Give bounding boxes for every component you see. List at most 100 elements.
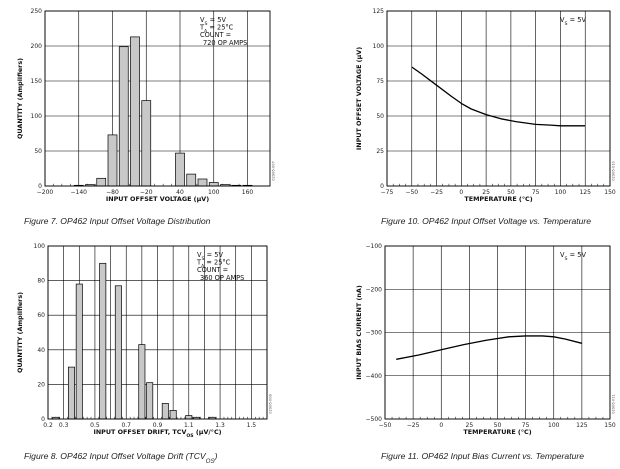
histogram-bar <box>208 182 219 187</box>
y-tick-label: 75 <box>376 78 384 85</box>
figure-caption: Figure 8. OP462 Input Offset Voltage Dri… <box>24 451 218 465</box>
x-tick-label: −200 <box>37 189 54 196</box>
y-tick-label: 250 <box>31 8 43 15</box>
x-tick-label: 40 <box>176 189 184 196</box>
histogram-bar <box>130 36 140 187</box>
x-tick-label: 0 <box>439 422 443 429</box>
x-tick-label: 150 <box>604 422 616 429</box>
plot-frame <box>44 10 271 187</box>
gridlines <box>384 245 611 420</box>
y-tick-labels: 0 50 100 150 200 250 <box>31 8 43 190</box>
annotation-line: 360 OP AMPS <box>200 274 244 282</box>
x-tick-label: 50 <box>507 189 515 196</box>
chart-1: −200 −140 −80 −20 40 100 160 0 50 100 150 200 250 INP… <box>16 8 276 226</box>
histogram-bar <box>75 283 83 420</box>
histogram-bar <box>67 366 75 420</box>
x-tick-label: 100 <box>548 422 560 429</box>
x-tick-label: 125 <box>576 422 588 429</box>
histogram-bar <box>161 403 169 420</box>
histogram-bar <box>186 173 197 187</box>
x-tick-label: 1.1 <box>184 422 194 429</box>
histogram-bar <box>138 344 146 420</box>
y-tick-label: 20 <box>37 381 45 388</box>
figure-caption: Figure 11. OP462 Input Bias Current vs. … <box>381 451 584 461</box>
annotation-line: VS = 5V <box>197 251 223 262</box>
y-axis-label: QUANTITY (Amplifiers) <box>16 292 24 373</box>
x-tick-label: 0.2 <box>43 422 53 429</box>
annotation-line: VS = 5V <box>560 16 586 27</box>
y-tick-label: 60 <box>37 312 45 319</box>
annotation-line: COUNT = <box>197 266 228 274</box>
x-tick-label: 1.3 <box>215 422 225 429</box>
x-tick-label: −25 <box>430 189 443 196</box>
x-tick-label: 1.5 <box>247 422 257 429</box>
x-tick-label: 50 <box>494 422 502 429</box>
figure-caption: Figure 10. OP462 Input Offset Voltage vs… <box>381 216 591 226</box>
x-tick-label: −140 <box>71 189 88 196</box>
annotation-line: 720 OP AMPS <box>203 39 247 47</box>
y-tick-label: −100 <box>366 243 383 250</box>
figure-id: 02906-010 <box>612 160 616 180</box>
x-tick-label: 75 <box>522 422 530 429</box>
figure-id: 02906-011 <box>612 394 616 414</box>
x-tick-label: 0.9 <box>153 422 163 429</box>
x-tick-label: 25 <box>482 189 490 196</box>
y-tick-label: 200 <box>31 43 43 50</box>
y-tick-label: 100 <box>373 43 385 50</box>
annotation-line: TA = 25°C <box>196 259 231 270</box>
x-tick-labels: −50 −25 0 25 50 75 100 125 150 <box>379 422 616 429</box>
series-line <box>411 66 586 127</box>
y-axis-label: INPUT BIAS CURRENT (nA) <box>355 285 363 380</box>
plot-frame <box>386 10 611 187</box>
x-axis-label: TEMPERATURE (°C) <box>463 428 531 436</box>
chart-3: 0.2 0.3 0.5 0.7 0.9 1.1 1.3 1.5 0 20 40 60 80 100 INPU… <box>16 243 273 465</box>
x-tick-label: 0.5 <box>90 422 100 429</box>
series-marks <box>73 36 253 187</box>
y-tick-label: −200 <box>366 286 383 293</box>
y-tick-label: 50 <box>34 148 42 155</box>
plot-frame <box>47 245 268 420</box>
y-axis-label: INPUT OFFSET VOLTAGE (µV) <box>355 47 363 150</box>
y-tick-label: 25 <box>376 148 384 155</box>
conditions-annotation: VS = 5V <box>560 251 586 262</box>
gridlines <box>386 10 611 187</box>
histogram-bar <box>141 100 152 187</box>
chart-4: −50 −25 0 25 50 75 100 125 150 −500 −400 −300 −200 −1… <box>355 243 616 461</box>
y-tick-label: −400 <box>366 373 383 380</box>
histogram-bar <box>197 178 208 187</box>
y-axis-label: QUANTITY (Amplifiers) <box>16 58 24 139</box>
chart-2: −75 −50 −25 0 25 50 75 100 125 150 0 25 50 75 100 125 TE… <box>355 8 616 226</box>
annotation-line: VS = 5V <box>200 16 226 27</box>
x-tick-label: 25 <box>466 422 474 429</box>
x-tick-labels: 0.2 0.3 0.5 0.7 0.9 1.1 1.3 1.5 <box>43 422 256 429</box>
histogram-bar <box>96 177 107 187</box>
series-marks <box>396 335 583 360</box>
x-tick-label: −50 <box>379 422 392 429</box>
x-tick-label: −75 <box>381 189 394 196</box>
x-axis-label: TEMPERATURE (°C) <box>464 195 532 203</box>
x-axis-label: INPUT OFFSET DRIFT, TCVOS (µV/°C) <box>93 428 221 439</box>
annotation-line: COUNT = <box>200 31 231 39</box>
x-tick-label: 150 <box>604 189 616 196</box>
histogram-bar <box>114 285 122 420</box>
histogram-bar <box>118 46 129 187</box>
x-tick-label: −80 <box>106 189 119 196</box>
y-tick-label: 40 <box>37 347 45 354</box>
y-tick-label: 100 <box>34 243 46 250</box>
y-tick-label: 50 <box>376 113 384 120</box>
series-marks <box>52 262 216 420</box>
x-tick-label: 100 <box>555 189 567 196</box>
x-tick-label: 125 <box>579 189 591 196</box>
x-tick-label: 100 <box>208 189 220 196</box>
figure-id: 02906-007 <box>272 161 276 181</box>
figure-caption: Figure 7. OP462 Input Offset Voltage Dis… <box>24 216 211 226</box>
figure-id: 02906-008 <box>269 393 273 413</box>
histogram-bar <box>146 382 154 420</box>
x-tick-label: 0.3 <box>59 422 69 429</box>
x-tick-label: 0.7 <box>121 422 131 429</box>
y-tick-labels: −500 −400 −300 −200 −100 <box>366 243 383 423</box>
conditions-annotation: VS = 5V <box>560 16 586 27</box>
